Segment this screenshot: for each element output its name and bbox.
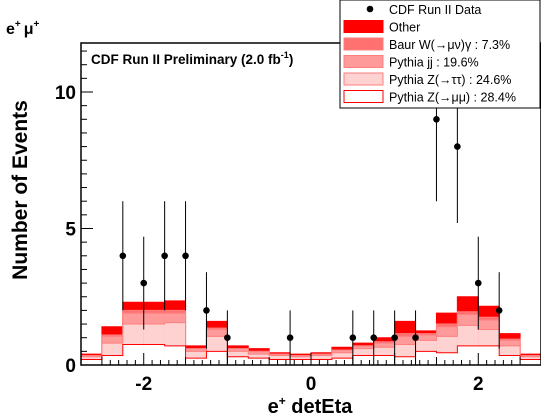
data-marker (495, 307, 503, 314)
data-marker (433, 116, 440, 123)
data-marker (412, 334, 419, 342)
data-marker (474, 279, 482, 287)
outline-pythia-jj-19-6 (81, 312, 541, 356)
data-point-10 (412, 310, 419, 365)
legend-swatch (343, 37, 384, 51)
legend-label: Pythia jj : 19.6% (389, 56, 479, 70)
data-point-2 (161, 201, 168, 311)
data-point-6 (286, 310, 294, 365)
bar-pythia-z-28-4-6 (206, 351, 228, 365)
data-point-13 (474, 236, 482, 330)
bar-pythia-z-28-4-15 (394, 356, 416, 365)
bar-pythia-z-28-4-9 (269, 359, 291, 365)
bar-pythia-z-28-4-11 (311, 359, 332, 365)
chart-title: e+ μ+ (6, 19, 40, 38)
data-points (119, 37, 503, 365)
legend-swatch (343, 72, 384, 86)
data-marker (224, 334, 231, 342)
legend-label: CDF Run II Data (389, 3, 481, 17)
data-marker (370, 334, 378, 342)
bar-pythia-z-28-4-2 (122, 344, 144, 365)
x-axis-label: e+ detEta (268, 394, 354, 415)
bar-pythia-z-28-4-5 (185, 358, 207, 365)
data-marker (454, 143, 461, 150)
legend-label: Pythia Z(→ττ) : 24.6% (389, 73, 511, 87)
data-point-9 (391, 310, 398, 365)
y-tick-label: 0 (65, 356, 76, 377)
legend-entry-4: Pythia Z(→ττ) : 24.6% (343, 72, 511, 87)
data-point-0 (119, 201, 127, 311)
x-tick-label: 2 (473, 374, 484, 395)
data-point-1 (140, 236, 148, 330)
legend-label: Other (389, 21, 420, 35)
y-tick-label: 5 (65, 220, 76, 241)
bar-pythia-z-28-4-18 (457, 345, 479, 365)
legend-entry-0: CDF Run II Data (366, 3, 481, 17)
bar-pythia-z-28-4-0 (81, 359, 102, 365)
bar-pythia-z-28-4-13 (352, 355, 374, 365)
legend-marker (366, 5, 374, 13)
bar-pythia-z-28-4-4 (164, 345, 186, 365)
data-point-3 (182, 201, 189, 311)
x-tick-label: -2 (135, 374, 152, 395)
legend-label: Pythia Z(→μμ) : 28.4% (389, 91, 516, 105)
bar-pythia-z-28-4-20 (499, 355, 521, 365)
bar-pythia-z-28-4-12 (331, 358, 353, 365)
bar-pythia-z-28-4-21 (520, 359, 541, 365)
data-marker (349, 334, 357, 342)
x-tick-label: 0 (306, 374, 317, 395)
legend-entry-2: Baur W(→μν)γ : 7.3% (343, 37, 510, 52)
bar-pythia-z-28-4-8 (248, 358, 270, 365)
data-point-7 (349, 310, 357, 365)
legend-entry-5: Pythia Z(→μμ) : 28.4% (343, 90, 516, 105)
data-marker (182, 252, 189, 260)
bar-pythia-z-28-4-16 (415, 351, 437, 365)
data-point-14 (495, 272, 503, 349)
bar-pythia-z-28-4-14 (373, 355, 395, 365)
data-marker (140, 279, 148, 287)
data-point-8 (370, 310, 378, 365)
legend-entry-1: Other (343, 20, 420, 35)
data-marker (203, 307, 210, 314)
legend-swatch (343, 55, 384, 68)
axis-ticks: -2 0 2 0 5 10 (55, 50, 521, 395)
stacked-histogram (81, 296, 541, 365)
legend-entry-3: Pythia jj : 19.6% (343, 55, 479, 70)
legend-label: Baur W(→μν)γ : 7.3% (389, 38, 510, 52)
data-point-5 (224, 310, 231, 365)
chart-annotation: CDF Run II Preliminary (2.0 fb-1) (91, 50, 293, 67)
data-marker (119, 252, 127, 260)
bar-pythia-z-28-4-1 (101, 355, 123, 365)
bar-pythia-z-28-4-17 (436, 352, 458, 365)
y-axis-label: Number of Events (9, 100, 32, 280)
legend-swatch (343, 20, 384, 33)
bar-pythia-z-28-4-7 (227, 356, 249, 365)
bar-pythia-z-28-4-19 (478, 345, 500, 365)
data-marker (391, 334, 398, 342)
data-marker (161, 252, 168, 260)
bar-pythia-z-28-4-10 (290, 359, 311, 365)
legend: CDF Run II Data Other Baur W(→μν)γ : 7.3% P… (339, 0, 541, 109)
bar-pythia-z-28-4-3 (143, 344, 165, 365)
y-tick-label: 10 (55, 83, 76, 104)
data-marker (286, 334, 294, 342)
data-point-4 (203, 272, 210, 349)
legend-swatch (343, 90, 384, 103)
